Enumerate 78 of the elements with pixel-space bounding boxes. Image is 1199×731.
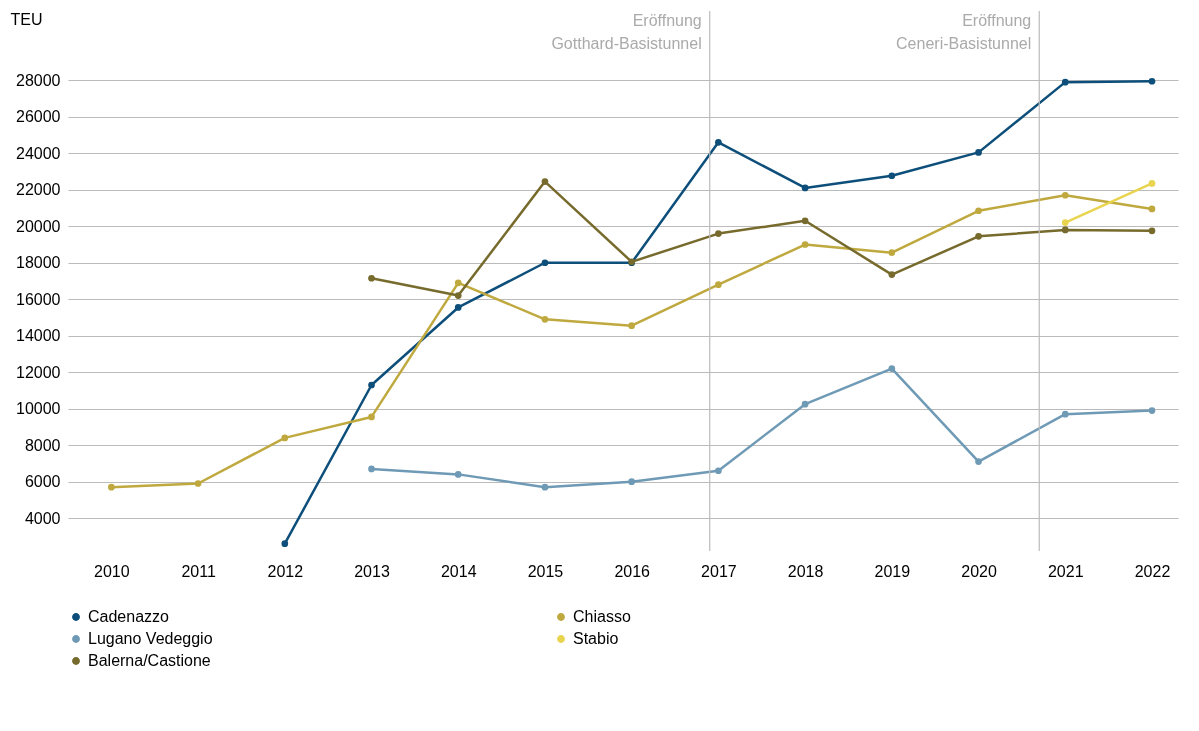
legend-label: Cadenazzo xyxy=(88,608,170,625)
point xyxy=(454,471,462,478)
y-axis-title: TEU xyxy=(10,10,43,28)
x-tick-label: 2012 xyxy=(267,562,304,580)
point xyxy=(1148,407,1156,414)
point xyxy=(281,434,289,442)
y-tick-label: 20000 xyxy=(16,217,61,235)
point xyxy=(715,467,722,475)
point xyxy=(975,149,982,156)
x-tick-label: 2019 xyxy=(874,562,911,580)
x-tick-label: 2010 xyxy=(94,562,130,580)
legend-label: Balerna/Castione xyxy=(88,652,211,669)
y-tick-label: 14000 xyxy=(16,327,61,345)
point xyxy=(368,274,375,282)
x-tick-label: 2018 xyxy=(787,562,824,580)
y-tick-label: 10000 xyxy=(16,400,61,418)
point xyxy=(888,271,896,278)
point xyxy=(541,259,549,267)
point xyxy=(541,178,549,185)
point xyxy=(715,230,722,237)
x-tick-label: 2017 xyxy=(701,562,737,580)
point xyxy=(888,249,896,257)
y-tick-label: 18000 xyxy=(16,254,61,272)
point xyxy=(1148,205,1156,213)
point xyxy=(541,483,549,491)
y-tick-label: 28000 xyxy=(16,71,61,89)
x-tick-label: 2014 xyxy=(440,562,477,580)
point xyxy=(715,139,722,146)
y-tick-label: 24000 xyxy=(16,144,61,162)
y-tick-label: 4000 xyxy=(24,509,61,527)
point xyxy=(975,207,982,215)
legend-label: Stabio xyxy=(573,630,619,647)
point xyxy=(454,292,462,299)
x-tick-label: 2016 xyxy=(614,562,651,580)
ref-line-label: Eröffnung Ceneri-Basistunnel xyxy=(896,12,1032,52)
point xyxy=(801,184,809,192)
point xyxy=(368,381,375,389)
point xyxy=(1061,78,1069,86)
point xyxy=(541,315,549,323)
legend-label: Chiasso xyxy=(573,608,631,625)
point xyxy=(1148,77,1156,85)
y-tick-label: 26000 xyxy=(16,108,61,126)
point xyxy=(1061,219,1069,226)
y-tick-label: 12000 xyxy=(16,363,61,381)
point xyxy=(454,279,462,287)
x-tick-label: 2015 xyxy=(527,562,564,580)
y-tick-label: 16000 xyxy=(16,290,61,308)
point xyxy=(628,322,636,330)
x-tick-label: 2013 xyxy=(354,562,390,580)
point xyxy=(888,365,896,372)
x-tick-label: 2022 xyxy=(1134,562,1171,580)
point xyxy=(975,232,982,240)
point xyxy=(1061,410,1069,418)
point xyxy=(801,241,809,248)
ref-line-label: Eröffnung Gotthard-Basistunnel xyxy=(551,12,702,52)
y-tick-label: 6000 xyxy=(24,473,61,491)
point xyxy=(801,400,809,408)
point xyxy=(281,540,289,548)
point xyxy=(368,465,375,473)
point xyxy=(454,304,462,311)
point xyxy=(108,483,115,491)
y-tick-label: 22000 xyxy=(16,181,61,199)
point xyxy=(1148,227,1156,235)
x-tick-label: 2011 xyxy=(181,562,216,580)
x-tick-label: 2020 xyxy=(961,562,997,580)
point xyxy=(368,413,375,421)
point xyxy=(715,281,722,288)
point xyxy=(628,478,636,486)
point xyxy=(801,217,809,225)
point xyxy=(194,480,202,487)
point xyxy=(975,458,982,465)
point xyxy=(1148,180,1156,187)
point xyxy=(1061,226,1069,234)
point xyxy=(888,172,896,180)
y-tick-label: 8000 xyxy=(24,436,61,454)
legend-label: Lugano Vedeggio xyxy=(88,630,213,647)
x-tick-label: 2021 xyxy=(1047,562,1084,580)
point xyxy=(1061,191,1069,199)
